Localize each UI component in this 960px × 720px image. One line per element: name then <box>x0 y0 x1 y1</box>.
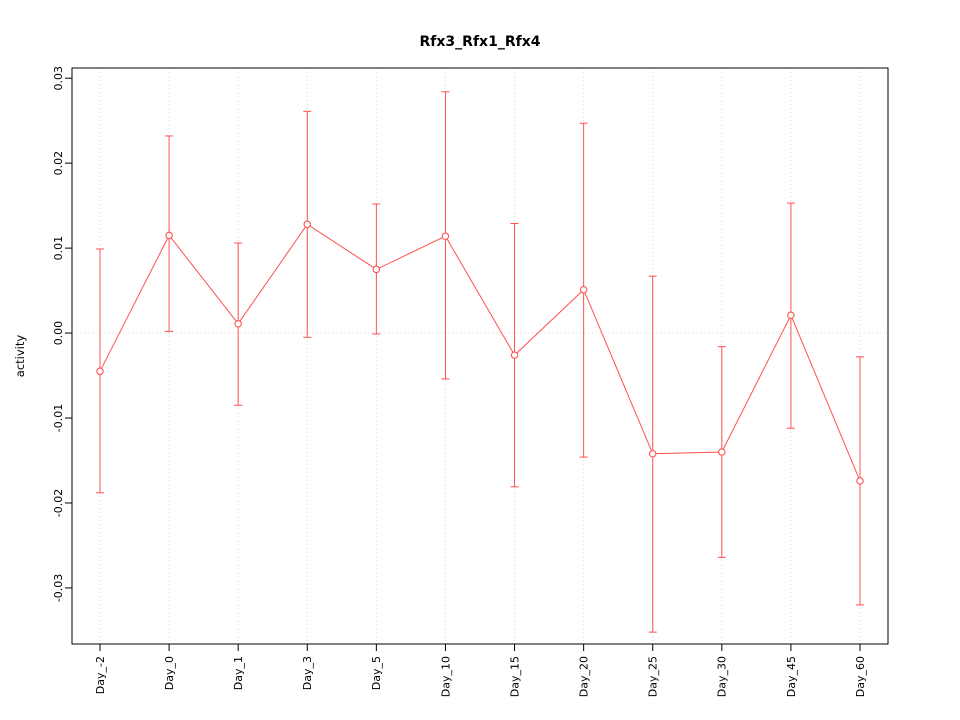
x-tick-label: Day_15 <box>508 656 521 697</box>
data-point <box>96 367 104 376</box>
data-point <box>856 477 864 485</box>
y-tick-label: 0.00 <box>52 321 65 346</box>
data-point <box>718 448 726 456</box>
x-tick-label: Day_10 <box>439 656 452 697</box>
y-tick-label: 0.02 <box>52 151 65 176</box>
plot-box <box>71 67 889 645</box>
data-point <box>441 232 450 240</box>
data-point <box>234 319 242 328</box>
data-point <box>510 351 519 359</box>
data-point <box>648 449 657 458</box>
data-point <box>579 285 588 294</box>
plot-layer: -0.03 -0.02 -0.01 0.00 0.01 0.02 0.03 Day_-2 Day… <box>52 66 889 697</box>
x-tick-label: Day_1 <box>232 656 245 690</box>
x-tick-label: Day_30 <box>716 656 729 697</box>
x-tick-label: Day_-2 <box>94 656 107 694</box>
data-point <box>372 265 381 274</box>
y-tick-label: -0.01 <box>52 404 65 432</box>
data-point <box>165 231 173 240</box>
series-line <box>99 223 861 482</box>
x-tick-label: Day_3 <box>301 656 314 690</box>
data-point <box>787 311 795 319</box>
y-tick-label: 0.03 <box>52 66 65 91</box>
y-tick-label: -0.03 <box>52 574 65 602</box>
x-tick-label: Day_45 <box>785 656 798 697</box>
x-tick-label: Day_5 <box>370 656 383 690</box>
y-tick-label: 0.01 <box>52 236 65 261</box>
x-tick-label: Day_20 <box>577 656 590 697</box>
x-tick-label: Day_25 <box>647 656 660 697</box>
y-axis-label: activity <box>13 335 27 378</box>
y-tick-label: -0.02 <box>52 489 65 517</box>
chart-title: Rfx3_Rfx1_Rfx4 <box>420 34 541 50</box>
x-tick-label: Day_0 <box>163 656 176 690</box>
data-point <box>303 220 312 229</box>
x-tick-label: Day_60 <box>854 656 867 697</box>
